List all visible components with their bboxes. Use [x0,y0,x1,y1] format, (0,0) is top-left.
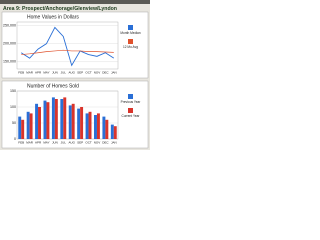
x-tick-label: DEC [102,70,109,74]
legend-label: 12 Mo Avg [123,45,138,49]
series-line [20,26,115,67]
legend-label: Previous Year [121,100,142,104]
bar [63,97,67,139]
bar [68,105,72,139]
x-tick-label: JAN [111,140,117,144]
x-tick-label: SEP [77,70,83,74]
bar [88,111,92,139]
header-title: Area 9: Prospect/Anchorage/Glenview/Lynd… [3,6,117,12]
x-tick-label: MAY [43,70,49,74]
bar [71,103,75,139]
x-tick-label: MAR [26,140,34,144]
y-tick-label: 150 [10,89,16,93]
x-tick-label: JUN [52,140,58,144]
plot-area [16,21,119,70]
bar [21,119,25,139]
series-line [21,49,114,55]
bar [46,102,50,139]
x-tick-label: NOV [94,140,101,144]
bar [38,107,41,139]
bar [80,107,84,139]
x-tick-label: OCT [85,70,92,74]
bar [51,97,55,139]
bar [113,126,117,139]
x-tick-label: MAY [43,140,49,144]
bar [110,124,114,139]
legend-swatch [128,94,133,99]
x-tick-label: JAN [111,70,117,74]
legend-swatch [128,39,133,44]
x-tick-label: AUG [68,140,75,144]
legend-swatch [128,25,133,30]
x-tick-label: AUG [68,70,75,74]
y-tick-label: 200,000 [3,42,16,46]
x-tick-label: NOV [94,70,101,74]
page: Area 9: Prospect/Anchorage/Glenview/Lynd… [0,0,150,150]
legend-swatch [128,108,133,113]
bar [102,116,106,139]
top-bar [0,0,150,4]
bar [77,108,81,139]
x-tick-label: OCT [85,140,92,144]
bar [94,115,97,139]
legend-label: Month Median [120,31,140,35]
bar [29,113,33,139]
x-tick-label: APR [35,70,42,74]
bar [26,111,30,139]
x-tick-label: JUL [61,140,67,144]
x-tick-label: FEB [18,140,24,144]
y-tick-label: 150,000 [3,60,16,64]
bar [96,113,100,139]
bar [60,99,64,139]
y-tick-label: 100 [10,105,16,109]
x-tick-label: FEB [18,70,24,74]
y-tick-label: 0 [14,137,16,141]
bar [85,113,89,139]
bar [43,100,47,139]
bar [18,116,22,139]
bar [54,99,58,139]
chart-title: Number of Homes Sold [27,83,79,89]
legend-label: Current Year [122,114,141,118]
y-tick-label: 250,000 [3,24,16,28]
x-tick-label: JUN [52,70,58,74]
y-tick-label: 50 [12,121,16,125]
chart-title: Home Values in Dollars [27,14,79,20]
x-tick-label: APR [35,140,42,144]
bar [35,103,39,139]
x-tick-label: DEC [102,140,109,144]
x-tick-label: JUL [61,70,67,74]
x-tick-label: SEP [77,140,83,144]
plot-area [16,90,119,140]
x-tick-label: MAR [26,70,34,74]
bar [105,119,109,139]
